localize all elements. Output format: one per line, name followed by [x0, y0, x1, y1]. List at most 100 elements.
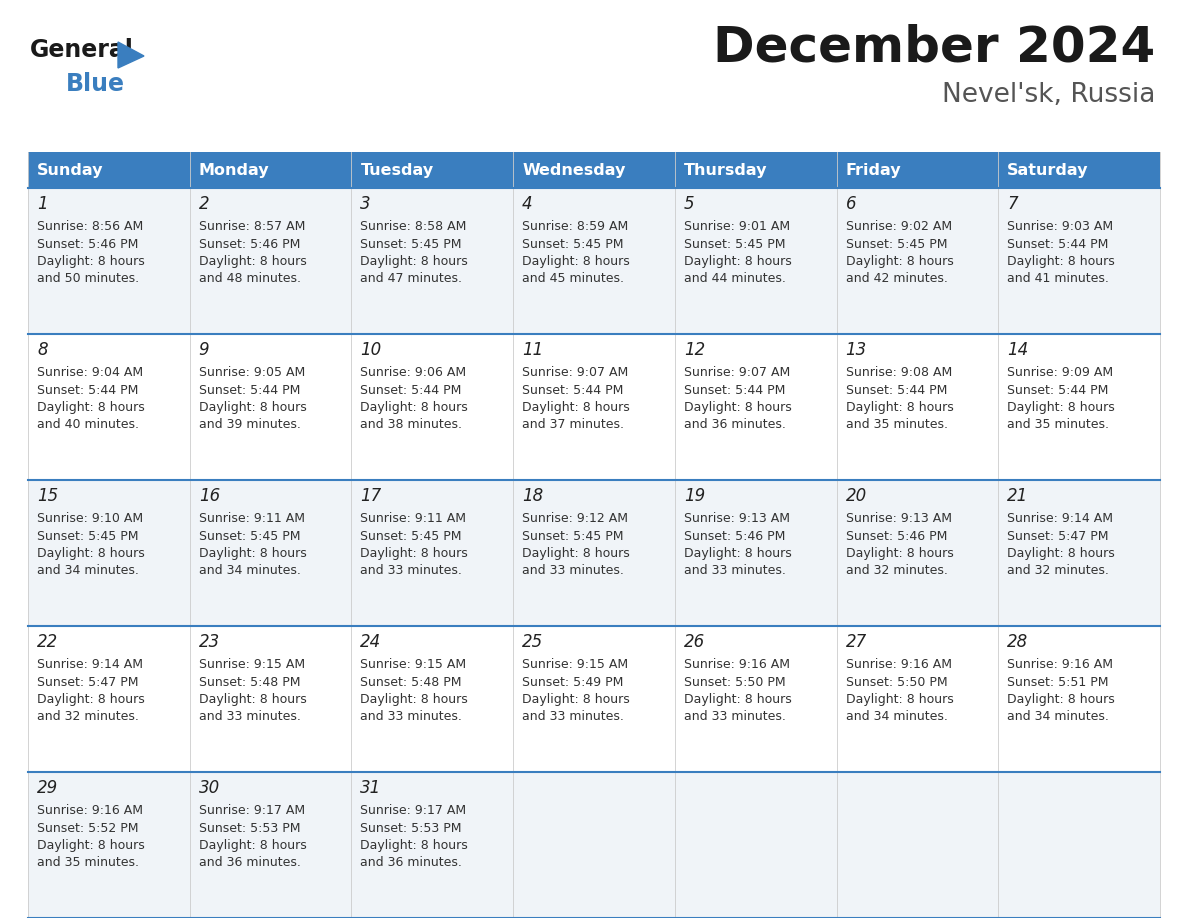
Text: Nevel'sk, Russia: Nevel'sk, Russia	[942, 82, 1155, 108]
Text: Sunset: 5:50 PM: Sunset: 5:50 PM	[846, 676, 947, 688]
Text: 9: 9	[198, 341, 209, 359]
Text: Sunset: 5:47 PM: Sunset: 5:47 PM	[37, 676, 139, 688]
Text: Sunrise: 9:14 AM: Sunrise: 9:14 AM	[1007, 512, 1113, 525]
Text: Sunrise: 9:16 AM: Sunrise: 9:16 AM	[1007, 658, 1113, 671]
Text: 11: 11	[523, 341, 543, 359]
Bar	[29, 480, 1159, 626]
Text: 13: 13	[846, 341, 867, 359]
Text: 21: 21	[1007, 487, 1029, 505]
Text: Daylight: 8 hours: Daylight: 8 hours	[360, 693, 468, 706]
Text: and 34 minutes.: and 34 minutes.	[846, 711, 948, 723]
Text: and 34 minutes.: and 34 minutes.	[37, 565, 139, 577]
Text: Sunset: 5:45 PM: Sunset: 5:45 PM	[37, 530, 139, 543]
Text: 4: 4	[523, 195, 532, 213]
Text: Daylight: 8 hours: Daylight: 8 hours	[846, 693, 953, 706]
Text: Sunset: 5:44 PM: Sunset: 5:44 PM	[360, 384, 462, 397]
Text: Daylight: 8 hours: Daylight: 8 hours	[523, 401, 630, 414]
Text: Daylight: 8 hours: Daylight: 8 hours	[1007, 693, 1116, 706]
Text: Daylight: 8 hours: Daylight: 8 hours	[684, 255, 791, 268]
Text: Daylight: 8 hours: Daylight: 8 hours	[846, 547, 953, 560]
Text: and 40 minutes.: and 40 minutes.	[37, 419, 139, 431]
Text: 2: 2	[198, 195, 209, 213]
Text: Sunset: 5:45 PM: Sunset: 5:45 PM	[360, 238, 462, 251]
Text: Sunrise: 9:17 AM: Sunrise: 9:17 AM	[198, 804, 305, 817]
Text: Daylight: 8 hours: Daylight: 8 hours	[523, 547, 630, 560]
Text: Sunrise: 9:04 AM: Sunrise: 9:04 AM	[37, 366, 143, 379]
Text: 8: 8	[37, 341, 48, 359]
Text: and 35 minutes.: and 35 minutes.	[37, 856, 139, 869]
Text: Daylight: 8 hours: Daylight: 8 hours	[198, 693, 307, 706]
Text: Daylight: 8 hours: Daylight: 8 hours	[37, 839, 145, 852]
Text: Daylight: 8 hours: Daylight: 8 hours	[1007, 401, 1116, 414]
Text: and 36 minutes.: and 36 minutes.	[360, 856, 462, 869]
Text: 3: 3	[360, 195, 371, 213]
Text: Sunrise: 9:07 AM: Sunrise: 9:07 AM	[523, 366, 628, 379]
Text: Daylight: 8 hours: Daylight: 8 hours	[846, 255, 953, 268]
Text: Sunrise: 9:03 AM: Sunrise: 9:03 AM	[1007, 220, 1113, 233]
Text: Sunrise: 9:10 AM: Sunrise: 9:10 AM	[37, 512, 143, 525]
Text: Sunrise: 9:12 AM: Sunrise: 9:12 AM	[523, 512, 628, 525]
Text: and 35 minutes.: and 35 minutes.	[1007, 419, 1110, 431]
Bar	[29, 334, 1159, 480]
Text: Sunset: 5:46 PM: Sunset: 5:46 PM	[198, 238, 301, 251]
Text: and 33 minutes.: and 33 minutes.	[684, 565, 785, 577]
Text: Daylight: 8 hours: Daylight: 8 hours	[846, 401, 953, 414]
Text: 1: 1	[37, 195, 48, 213]
Text: Sunset: 5:46 PM: Sunset: 5:46 PM	[684, 530, 785, 543]
Text: December 2024: December 2024	[713, 24, 1155, 72]
Text: 22: 22	[37, 633, 58, 651]
Text: Sunset: 5:45 PM: Sunset: 5:45 PM	[523, 238, 624, 251]
Text: Sunset: 5:53 PM: Sunset: 5:53 PM	[198, 822, 301, 834]
Text: 30: 30	[198, 779, 220, 797]
Text: Sunrise: 9:11 AM: Sunrise: 9:11 AM	[360, 512, 467, 525]
Text: Daylight: 8 hours: Daylight: 8 hours	[684, 401, 791, 414]
Text: Sunset: 5:44 PM: Sunset: 5:44 PM	[523, 384, 624, 397]
Text: and 50 minutes.: and 50 minutes.	[37, 273, 139, 285]
Text: Daylight: 8 hours: Daylight: 8 hours	[198, 547, 307, 560]
Text: Sunrise: 9:17 AM: Sunrise: 9:17 AM	[360, 804, 467, 817]
Text: Sunset: 5:44 PM: Sunset: 5:44 PM	[684, 384, 785, 397]
Text: Sunrise: 9:13 AM: Sunrise: 9:13 AM	[846, 512, 952, 525]
Text: Sunset: 5:48 PM: Sunset: 5:48 PM	[360, 676, 462, 688]
Text: 15: 15	[37, 487, 58, 505]
Text: and 37 minutes.: and 37 minutes.	[523, 419, 624, 431]
Text: Sunset: 5:51 PM: Sunset: 5:51 PM	[1007, 676, 1108, 688]
Text: Wednesday: Wednesday	[523, 162, 626, 177]
Text: Sunrise: 9:16 AM: Sunrise: 9:16 AM	[37, 804, 143, 817]
Text: Sunset: 5:49 PM: Sunset: 5:49 PM	[523, 676, 624, 688]
Text: Daylight: 8 hours: Daylight: 8 hours	[37, 693, 145, 706]
Text: and 33 minutes.: and 33 minutes.	[523, 565, 624, 577]
Text: Friday: Friday	[846, 162, 902, 177]
Text: Sunset: 5:46 PM: Sunset: 5:46 PM	[37, 238, 138, 251]
Text: Sunset: 5:48 PM: Sunset: 5:48 PM	[198, 676, 301, 688]
Text: and 33 minutes.: and 33 minutes.	[523, 711, 624, 723]
Text: Sunrise: 9:07 AM: Sunrise: 9:07 AM	[684, 366, 790, 379]
Text: Sunset: 5:45 PM: Sunset: 5:45 PM	[360, 530, 462, 543]
Text: and 38 minutes.: and 38 minutes.	[360, 419, 462, 431]
Text: Sunrise: 9:05 AM: Sunrise: 9:05 AM	[198, 366, 305, 379]
Text: Sunset: 5:45 PM: Sunset: 5:45 PM	[198, 530, 301, 543]
Text: Daylight: 8 hours: Daylight: 8 hours	[1007, 547, 1116, 560]
Text: Daylight: 8 hours: Daylight: 8 hours	[360, 839, 468, 852]
Text: Sunset: 5:52 PM: Sunset: 5:52 PM	[37, 822, 139, 834]
Text: 17: 17	[360, 487, 381, 505]
Text: Sunrise: 9:15 AM: Sunrise: 9:15 AM	[360, 658, 467, 671]
Text: Sunset: 5:44 PM: Sunset: 5:44 PM	[1007, 238, 1108, 251]
Text: Sunrise: 9:13 AM: Sunrise: 9:13 AM	[684, 512, 790, 525]
Text: Daylight: 8 hours: Daylight: 8 hours	[198, 255, 307, 268]
Text: 28: 28	[1007, 633, 1029, 651]
Text: Sunrise: 8:57 AM: Sunrise: 8:57 AM	[198, 220, 305, 233]
Text: Sunset: 5:44 PM: Sunset: 5:44 PM	[1007, 384, 1108, 397]
Text: and 32 minutes.: and 32 minutes.	[37, 711, 139, 723]
Text: Sunset: 5:53 PM: Sunset: 5:53 PM	[360, 822, 462, 834]
Text: 20: 20	[846, 487, 867, 505]
Text: Sunset: 5:45 PM: Sunset: 5:45 PM	[523, 530, 624, 543]
Text: and 33 minutes.: and 33 minutes.	[360, 565, 462, 577]
Text: 29: 29	[37, 779, 58, 797]
Text: Daylight: 8 hours: Daylight: 8 hours	[360, 255, 468, 268]
Text: and 35 minutes.: and 35 minutes.	[846, 419, 948, 431]
Text: Saturday: Saturday	[1007, 162, 1088, 177]
Text: and 45 minutes.: and 45 minutes.	[523, 273, 624, 285]
Text: and 39 minutes.: and 39 minutes.	[198, 419, 301, 431]
Text: and 33 minutes.: and 33 minutes.	[684, 711, 785, 723]
